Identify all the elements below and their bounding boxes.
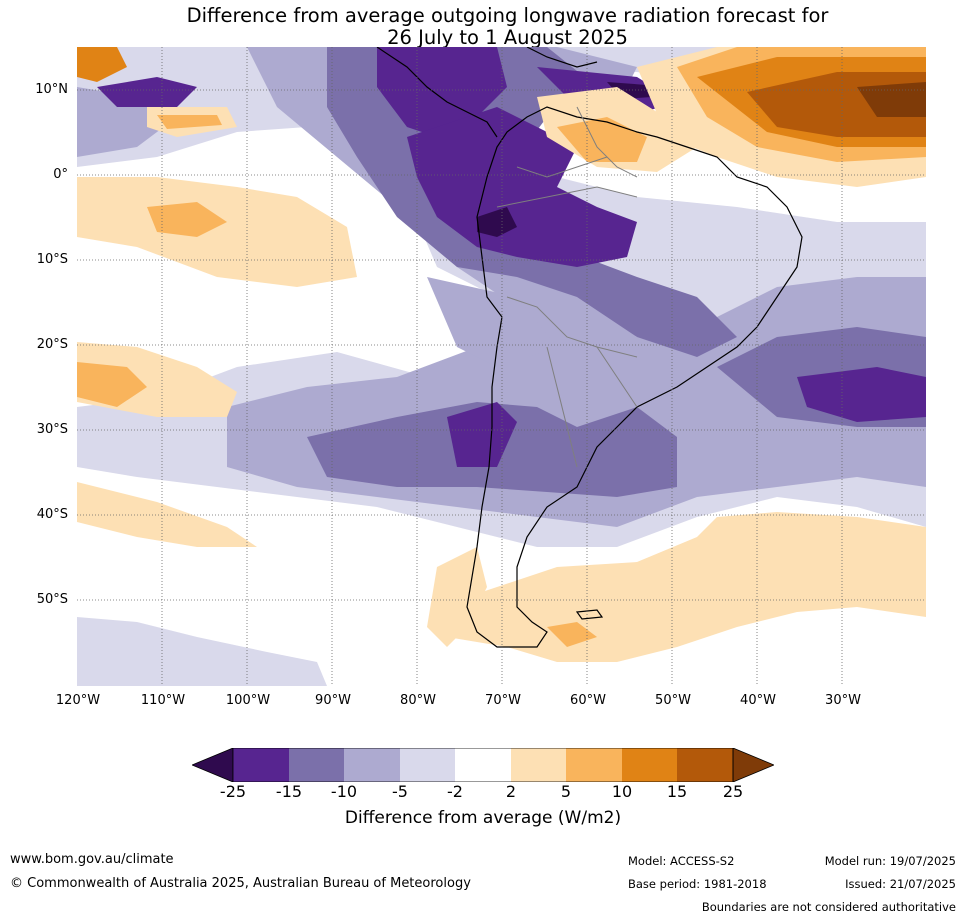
lon-label-40w: 40°W [740, 693, 776, 708]
lon-label-90w: 90°W [315, 693, 351, 708]
map-title-line-1: Difference from average outgoing longwav… [186, 4, 829, 27]
colorbar-seg-5-10 [566, 748, 622, 782]
colorbar [190, 747, 776, 783]
lat-label-10s: 10°S [36, 252, 68, 267]
copyright-text: © Commonwealth of Australia 2025, Austra… [10, 876, 471, 891]
lat-label-50s: 50°S [36, 592, 68, 607]
anomaly-contours [77, 47, 926, 686]
lat-label-10n: 10°N [35, 82, 68, 97]
colorbar-tick: 5 [560, 782, 572, 801]
colorbar-tick: -2 [447, 782, 463, 801]
anomaly-band-darkest-purple-amazon [477, 207, 517, 237]
lat-label-20s: 20°S [36, 337, 68, 352]
coastline-central-america [376, 47, 498, 138]
country-border-4 [596, 346, 638, 408]
map-panel [77, 47, 926, 686]
colorbar-label: Difference from average (W/m2) [344, 808, 622, 828]
coastline-caribbean [526, 47, 598, 68]
anomaly-band-deep-purple-atlantic [797, 367, 926, 422]
lon-label-60w: 60°W [570, 693, 606, 708]
anomaly-band-deep-purple-chile [447, 402, 517, 467]
lon-label-50w: 50°W [655, 693, 691, 708]
country-border-3 [546, 346, 578, 468]
country-border-6 [576, 106, 638, 178]
colorbar-seg--2-2 [455, 748, 511, 782]
colorbar-tick: 25 [722, 782, 744, 801]
country-borders [496, 106, 638, 468]
anomaly-band-orange-south-atlantic [547, 622, 597, 647]
anomaly-band-darkest-brown-atlantic [857, 82, 926, 117]
lon-label-110w: 110°W [140, 693, 186, 708]
colorbar-svg [190, 747, 776, 783]
lat-label-30s: 30°S [36, 422, 68, 437]
boundaries-disclaimer: Boundaries are not considered authoritat… [701, 900, 956, 914]
model-run-date: Model run: 19/07/2025 [824, 854, 956, 868]
country-border-5 [516, 156, 608, 178]
colorbar-arrow-high [732, 747, 776, 783]
lon-label-120w: 120°W [55, 693, 101, 708]
colorbar-seg--5--2 [400, 748, 455, 782]
coastline-falklands [575, 609, 604, 620]
lon-label-30w: 30°W [825, 693, 861, 708]
colorbar-seg-2-5 [511, 748, 566, 782]
colorbar-tick: -5 [392, 782, 408, 801]
lat-label-40s: 40°S [36, 507, 68, 522]
colorbar-tick: 15 [666, 782, 688, 801]
colorbar-tick: -10 [330, 782, 358, 801]
colorbar-seg--25--15 [233, 748, 289, 782]
colorbar-seg-15-25 [677, 748, 733, 782]
model-name: Model: ACCESS-S2 [628, 854, 735, 868]
anomaly-band-light-purple-southwest [77, 617, 327, 686]
colorbar-seg-10-15 [622, 748, 677, 782]
website-link[interactable]: www.bom.gov.au/climate [10, 852, 174, 867]
colorbar-tick: 2 [505, 782, 517, 801]
coastline-south-america [466, 106, 803, 648]
anomaly-band-light-orange-patagonia [427, 547, 487, 647]
issued-date: Issued: 21/07/2025 [845, 877, 956, 891]
country-border-1 [496, 186, 638, 208]
country-border-2 [506, 296, 638, 358]
lat-lon-grid [77, 47, 926, 686]
lon-label-100w: 100°W [225, 693, 271, 708]
colorbar-arrow-low [190, 747, 234, 783]
anomaly-band-dark-orange-west [77, 47, 127, 82]
base-period: Base period: 1981-2018 [628, 877, 767, 891]
anomaly-band-light-orange-south-atlantic [437, 512, 926, 662]
lat-label-0: 0° [53, 167, 68, 182]
olr-anomaly-map [77, 47, 926, 686]
lon-label-80w: 80°W [400, 693, 436, 708]
anomaly-band-deep-purple-amazon [407, 107, 637, 267]
colorbar-tick: -15 [275, 782, 303, 801]
anomaly-band-light-orange-west-40s [77, 482, 257, 547]
colorbar-seg--15--10 [289, 748, 344, 782]
colorbar-seg--10--5 [344, 748, 400, 782]
anomaly-band-orange-pacific-patch [157, 115, 222, 129]
anomaly-band-mid-purple-tongue [427, 277, 557, 367]
anomaly-band-orange-east-pacific [147, 202, 227, 237]
colorbar-tick: 10 [611, 782, 633, 801]
anomaly-band-light-orange-east-pacific [77, 177, 357, 287]
lon-label-70w: 70°W [485, 693, 521, 708]
coastline [376, 47, 803, 648]
anomaly-band-deep-purple-west [97, 77, 197, 107]
anomaly-band-orange-subtropical [77, 362, 147, 407]
colorbar-tick: -25 [219, 782, 247, 801]
map-title-line-2: 26 July to 1 August 2025 [387, 26, 628, 49]
